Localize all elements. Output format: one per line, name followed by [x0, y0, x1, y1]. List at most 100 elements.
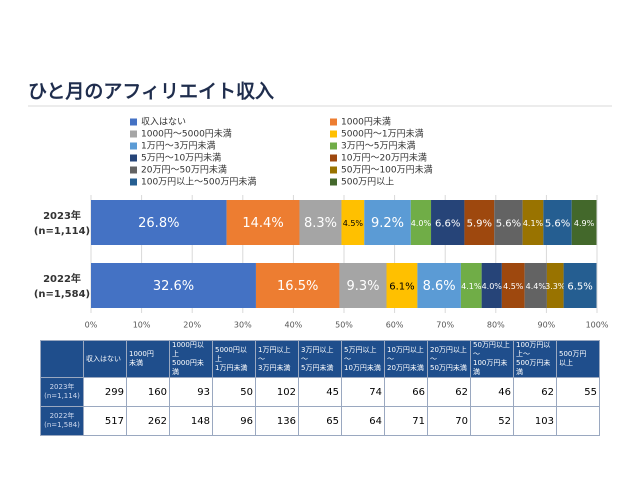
- value-label: 26.8%: [138, 216, 179, 231]
- legend-swatch: [130, 154, 137, 162]
- category-label: 2022年: [43, 272, 81, 285]
- row-label-text: 2023年: [49, 383, 75, 391]
- header-text: 100万円未満: [473, 359, 508, 376]
- value-cell: 55: [556, 377, 600, 407]
- value-cell: 148: [169, 406, 213, 436]
- header-cell: 10万円以上～ 20万円未満: [384, 340, 428, 378]
- legend-label: 500万円以上: [341, 177, 394, 188]
- value-label: 8.6%: [423, 279, 456, 294]
- value-cell: 93: [169, 377, 213, 407]
- header-text: 500万円: [559, 350, 587, 358]
- value-cell: 45: [298, 377, 342, 407]
- legend-swatch: [130, 142, 137, 150]
- value-label: 4.4%: [526, 282, 547, 291]
- bar-segment: [339, 263, 387, 308]
- legend-swatch: [330, 142, 337, 150]
- value-cell: 74: [341, 377, 385, 407]
- legend-label: 100万円以上～500万円未満: [141, 176, 256, 188]
- x-tick-label: 20%: [183, 321, 201, 330]
- header-cell: 500万円 以上: [556, 340, 600, 378]
- x-tick-label: 50%: [335, 321, 353, 330]
- header-text: 500万円未満: [516, 359, 551, 376]
- data-row: 2023年 (n=1,114) 299 160 93 50 102 45 74 66 62 46 62 5…: [40, 377, 600, 407]
- bar-segment: [563, 263, 597, 308]
- header-text: 5万円以上～: [344, 345, 377, 363]
- header-text: 1000円以上: [172, 341, 204, 358]
- legend-label: 20万円～50万円未満: [141, 164, 227, 176]
- value-cell: 71: [384, 406, 428, 436]
- legend-swatch: [130, 166, 137, 174]
- header-cell: 1000円 未満: [126, 340, 170, 378]
- bar-segment: [431, 200, 465, 245]
- legend-swatch: [330, 118, 337, 126]
- bar-segment: [255, 263, 340, 308]
- header-cell: 5000円以上 1万円未満: [212, 340, 256, 378]
- legend-label: 5万円～10万円未満: [141, 152, 221, 164]
- row-label: 2023年 (n=1,114): [40, 377, 84, 407]
- header-text: 3万円未満: [258, 363, 291, 372]
- bar-segment: [481, 263, 502, 308]
- data-table: 収入はない 1000円 未満 1000円以上 5000円未満 5000円以上 1万円未満 1万…: [40, 340, 600, 436]
- header-text: 10万円以上～: [387, 345, 424, 363]
- legend-swatch: [330, 166, 337, 174]
- value-cell: 102: [255, 377, 299, 407]
- value-label: 3.3%: [545, 282, 566, 291]
- legend-swatch: [130, 130, 137, 138]
- legend-label: 10万円～20万円未満: [341, 152, 427, 164]
- header-text: 5万円未満: [301, 363, 334, 372]
- header-row: 収入はない 1000円 未満 1000円以上 5000円未満 5000円以上 1万円未満 1万…: [40, 340, 600, 378]
- header-cell: 3万円以上～ 5万円未満: [298, 340, 342, 378]
- value-label: 4.1%: [523, 219, 544, 228]
- header-text: 10万円未満: [344, 363, 381, 372]
- header-text: 1万円未満: [215, 363, 248, 372]
- value-cell: 160: [126, 377, 170, 407]
- header-text: 5000円未満: [172, 359, 204, 376]
- value-cell: 46: [470, 377, 514, 407]
- x-tick-label: 0%: [85, 321, 98, 330]
- x-tick-label: 80%: [487, 321, 505, 330]
- header-text: 20万円未満: [387, 363, 424, 372]
- legend-label: 3万円～5万円未満: [341, 140, 415, 152]
- bar-segment: [341, 200, 365, 245]
- header-cell: 収入はない: [83, 340, 127, 378]
- sample-size: (n=1,114): [34, 226, 90, 237]
- category-label: 2023年: [43, 209, 81, 222]
- value-cell: 299: [83, 377, 127, 407]
- corner-cell: [40, 340, 84, 378]
- bar-segment: [522, 200, 544, 245]
- x-tick-label: 30%: [234, 321, 252, 330]
- value-cell: 136: [255, 406, 299, 436]
- value-label: 9.3%: [346, 279, 379, 294]
- header-text: 以上: [559, 359, 573, 367]
- bar-segment: [494, 200, 523, 245]
- legend-swatch: [130, 118, 137, 126]
- value-label: 4.0%: [411, 219, 432, 228]
- value-cell: 262: [126, 406, 170, 436]
- bar-segment: [91, 263, 256, 308]
- row-label: 2022年 (n=1,584): [40, 406, 84, 436]
- bar-segment: [460, 263, 482, 308]
- bar-segment: [543, 200, 572, 245]
- value-label: 6.6%: [435, 219, 460, 230]
- value-label: 5.6%: [496, 219, 521, 230]
- value-label: 32.6%: [153, 279, 194, 294]
- value-cell: 64: [341, 406, 385, 436]
- value-label: 9.2%: [371, 216, 404, 231]
- bar-segment: [501, 263, 525, 308]
- header-cell: 100万円以上～ 500万円未満: [513, 340, 557, 378]
- bar-segment: [386, 263, 418, 308]
- legend-swatch: [330, 130, 337, 138]
- value-label: 4.9%: [574, 219, 595, 228]
- legend-swatch: [330, 178, 337, 186]
- bar-segment: [364, 200, 411, 245]
- bar-segment: [226, 200, 300, 245]
- x-tick-label: 10%: [133, 321, 151, 330]
- header-cell: 1万円以上～ 3万円未満: [255, 340, 299, 378]
- value-label: 4.0%: [482, 282, 503, 291]
- header-text: 50万円以上～: [473, 341, 510, 358]
- data-row: 2022年 (n=1,584) 517 262 148 96 136 65 64 71 70 52 10…: [40, 406, 600, 436]
- value-label: 6.1%: [389, 282, 414, 293]
- bar-segment: [91, 200, 227, 245]
- value-cell: 62: [427, 377, 471, 407]
